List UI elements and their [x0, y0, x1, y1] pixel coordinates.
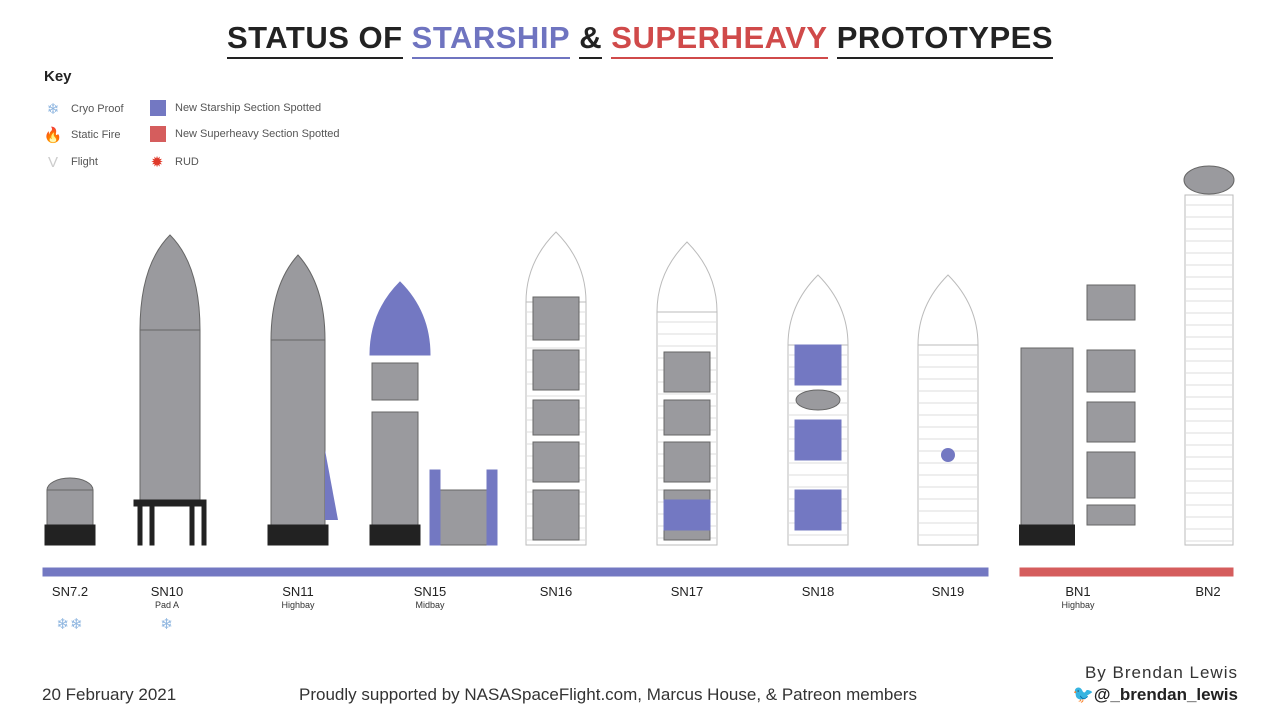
sn15-section — [371, 411, 419, 526]
snowflake-icon: ❄ — [46, 101, 60, 118]
key-label: New Starship Section Spotted — [175, 102, 322, 114]
key-superheavy-section: New Superheavy Section Spotted — [150, 126, 340, 142]
vehicle-name: SN17 — [670, 584, 704, 599]
sn17-section — [663, 351, 711, 393]
sn17-nose — [656, 241, 718, 313]
sn10-leg — [201, 499, 207, 546]
vehicle-name: BN1 — [1065, 584, 1091, 599]
superheavy-swatch — [150, 126, 166, 142]
sn16-section — [532, 296, 580, 341]
sn15-nose — [369, 281, 431, 356]
vehicle-name: SN19 — [931, 584, 965, 599]
sn10-nose — [139, 234, 201, 331]
sn18-new-section — [794, 489, 842, 531]
sn17-new-section — [663, 499, 711, 531]
sn16-section — [532, 399, 580, 436]
sn16-nose — [525, 231, 587, 303]
key-label: New Superheavy Section Spotted — [175, 128, 340, 140]
sn11-stand — [267, 524, 329, 546]
sn19-nose — [917, 274, 979, 346]
snowflake-icon: ❄❄ — [56, 616, 84, 633]
bn1-stand — [1019, 524, 1075, 546]
bn1-ring — [1086, 504, 1136, 526]
support-credit: Proudly supported by NASASpaceFlight.com… — [299, 685, 917, 704]
title-superheavy: SUPERHEAVY — [611, 20, 828, 59]
title-text: STATUS OF — [226, 20, 403, 59]
sn17-section — [663, 399, 711, 436]
sn16-section — [532, 441, 580, 483]
key-flight: V Flight — [44, 153, 98, 171]
explosion-icon: ✹ — [150, 154, 164, 171]
vehicle-location: Highbay — [1061, 600, 1095, 610]
sn7-tank — [46, 489, 94, 526]
vehicle-name: SN10 — [150, 584, 184, 599]
sn10-leg — [149, 499, 155, 546]
vehicle-name: SN16 — [539, 584, 573, 599]
sn16-section — [532, 349, 580, 391]
bn1-ring — [1086, 349, 1136, 393]
vehicle-name: BN2 — [1195, 584, 1221, 599]
sn10-leg — [137, 499, 143, 546]
bn2-dome — [1183, 165, 1235, 195]
vehicle-name: SN18 — [801, 584, 835, 599]
key-label: Flight — [71, 156, 98, 168]
key-rud: ✹ RUD — [148, 153, 199, 171]
sn15-aft — [436, 489, 488, 546]
sn18-new-section — [794, 419, 842, 461]
sn18-new-section — [794, 344, 842, 386]
sn11-flap — [325, 450, 338, 520]
sn17-body — [656, 311, 718, 546]
handle-text: @_brendan_lewis — [1093, 685, 1238, 704]
sn15-ring — [371, 362, 419, 401]
sn18-dome — [795, 389, 841, 411]
twitter-icon: 🐦 — [1072, 685, 1094, 704]
sn10-leg — [189, 499, 195, 546]
key-title: Key — [44, 68, 72, 85]
key-label: RUD — [175, 156, 199, 168]
sn16-section — [532, 489, 580, 541]
page-title: STATUS OF STARSHIP & SUPERHEAVY PROTOTYP… — [0, 20, 1280, 59]
author: By Brendan Lewis — [1084, 663, 1238, 682]
key-static-fire: 🔥 Static Fire — [44, 126, 121, 144]
key-cryo-proof: ❄ Cryo Proof — [44, 100, 124, 118]
vehicle-location: Pad A — [154, 600, 180, 610]
sn7-stand — [44, 524, 96, 546]
sn11-body — [270, 339, 326, 526]
bn1-ring — [1086, 401, 1136, 443]
sn19-new-part — [941, 448, 955, 462]
sn15-aft-flap — [429, 469, 441, 546]
bn1-ring — [1086, 451, 1136, 499]
bn2-body — [1184, 194, 1234, 546]
bn1-ring — [1086, 284, 1136, 321]
sn17-section — [663, 441, 711, 483]
vehicle-name: SN15 — [413, 584, 447, 599]
sn11-nose — [270, 254, 326, 341]
title-starship: STARSHIP — [411, 20, 571, 59]
sn19-body — [917, 344, 979, 546]
title-amp: & — [579, 20, 603, 59]
key-label: Static Fire — [71, 129, 121, 141]
sn15-aft-flap — [486, 469, 498, 546]
vehicle-location: Highbay — [281, 600, 315, 610]
sn10-body — [139, 329, 201, 501]
sn10-mount — [133, 499, 207, 507]
fire-icon: 🔥 — [43, 127, 63, 144]
twitter-handle[interactable]: 🐦@_brendan_lewis — [1073, 685, 1238, 705]
date: 20 February 2021 — [42, 685, 177, 704]
flight-icon: V — [47, 153, 58, 171]
sn18-nose — [787, 274, 849, 346]
sn15-stand — [369, 524, 421, 546]
key-starship-section: New Starship Section Spotted — [150, 100, 321, 116]
vehicle-name: SN11 — [282, 584, 314, 599]
title-text-end: PROTOTYPES — [836, 20, 1054, 59]
starship-swatch — [150, 100, 166, 116]
superheavy-bar — [1019, 567, 1234, 577]
snowflake-icon: ❄ — [160, 616, 174, 633]
key-label: Cryo Proof — [71, 103, 124, 115]
bn1-section — [1020, 347, 1074, 526]
vehicle-location: Midbay — [415, 600, 445, 610]
starship-bar — [42, 567, 989, 577]
vehicle-name: SN7.2 — [51, 584, 89, 599]
